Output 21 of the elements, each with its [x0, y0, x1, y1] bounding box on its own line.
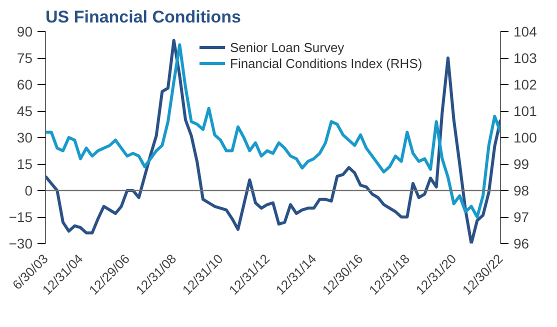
y2-tick-label: 102 [514, 76, 538, 92]
y2-tick-label: 97 [514, 209, 530, 225]
y2-tick-label: 96 [514, 236, 530, 252]
y-tick-label: 30 [16, 130, 33, 146]
y2-tick-label: 100 [514, 130, 538, 146]
y2-tick-label: 103 [514, 50, 538, 66]
y2-tick-label: 98 [514, 182, 530, 198]
y-tick-label: 75 [16, 50, 33, 66]
y-tick-label: −15 [8, 209, 33, 225]
y-tick-label: 0 [24, 182, 33, 198]
y-tick-label: 60 [16, 76, 33, 92]
y2-tick-label: 104 [514, 24, 538, 40]
y-tick-label: −30 [8, 236, 33, 252]
y2-tick-label: 101 [514, 103, 538, 119]
legend-label: Senior Loan Survey [230, 39, 344, 55]
y2-tick-label: 99 [514, 156, 530, 172]
y-tick-label: 45 [16, 103, 33, 119]
legend-label: Financial Conditions Index (RHS) [230, 55, 422, 71]
y-tick-label: 15 [16, 156, 33, 172]
chart-title: US Financial Conditions [46, 8, 242, 26]
y-tick-label: 90 [16, 24, 33, 40]
